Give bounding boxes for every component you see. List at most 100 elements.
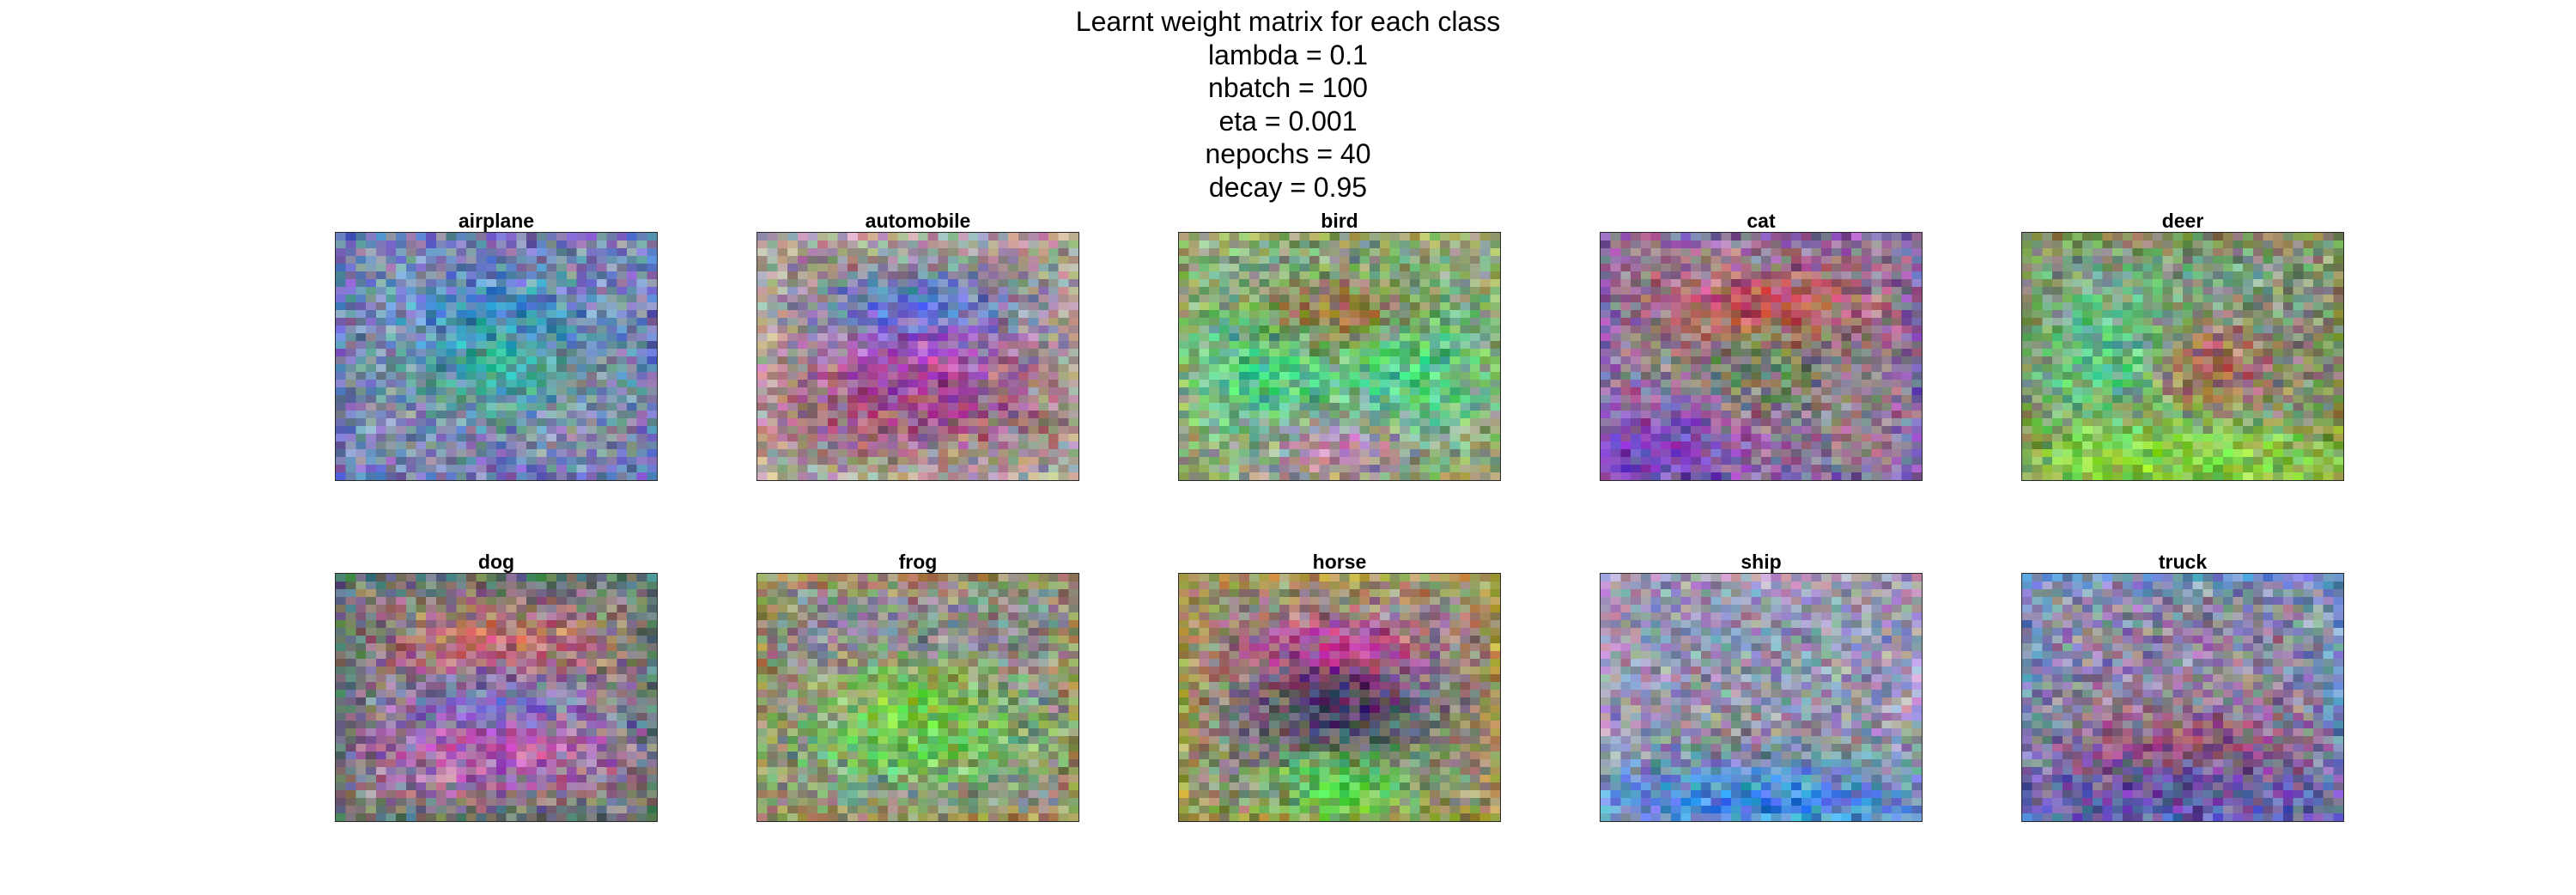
weight-pixel <box>476 333 487 342</box>
weight-pixel <box>2162 256 2173 265</box>
weight-pixel <box>1831 302 1842 311</box>
weight-pixel <box>1861 341 1872 350</box>
weight-pixel <box>2172 426 2184 435</box>
weight-pixel <box>1861 233 1872 241</box>
weight-pixel <box>2032 411 2043 419</box>
weight-pixel <box>857 372 868 381</box>
weight-pixel <box>897 403 908 411</box>
weight-pixel <box>2172 295 2184 303</box>
weight-pixel <box>1340 279 1350 288</box>
weight-pixel <box>1751 364 1762 373</box>
weight-pixel <box>2102 395 2113 404</box>
weight-pixel <box>2293 256 2304 265</box>
weight-pixel <box>1841 426 1852 435</box>
weight-pixel <box>1319 318 1330 326</box>
weight-pixel <box>1239 411 1250 419</box>
weight-pixel <box>1218 380 1230 388</box>
weight-pixel <box>1861 333 1872 342</box>
weight-pixel <box>2222 349 2233 357</box>
weight-pixel <box>1650 318 1662 326</box>
weight-pixel <box>1911 264 1922 272</box>
weight-pixel <box>1771 449 1782 458</box>
weight-pixel <box>1680 434 1692 442</box>
weight-pixel <box>918 318 928 326</box>
weight-pixel <box>1801 271 1812 280</box>
weight-pixel <box>2032 426 2043 435</box>
weight-pixel <box>1329 326 1340 334</box>
weight-pixel <box>1199 341 1210 350</box>
weight-pixel <box>1691 256 1702 265</box>
weight-pixel <box>1751 395 1762 404</box>
weight-pixel <box>2222 333 2233 342</box>
weight-pixel <box>1068 279 1078 288</box>
weight-pixel <box>1209 449 1219 458</box>
weight-pixel <box>2202 240 2214 249</box>
weight-pixel <box>416 326 427 334</box>
weight-pixel <box>938 333 949 342</box>
weight-pixel <box>2222 434 2233 442</box>
weight-pixel <box>2303 302 2314 311</box>
weight-pixel <box>1841 465 1852 473</box>
weight-pixel <box>2252 233 2263 241</box>
weight-pixel <box>878 380 889 388</box>
weight-pixel <box>1379 349 1390 357</box>
weight-pixel <box>2312 349 2324 357</box>
weight-pixel <box>1279 387 1290 396</box>
weight-pixel <box>506 449 517 458</box>
weight-pixel <box>1911 341 1922 350</box>
weight-pixel <box>586 295 598 303</box>
weight-pixel <box>375 372 386 381</box>
weight-pixel <box>848 248 859 257</box>
weight-pixel <box>2192 295 2203 303</box>
weight-pixel <box>1229 449 1240 458</box>
weight-pixel <box>1821 326 1832 334</box>
weight-pixel <box>1340 403 1350 411</box>
weight-pixel <box>817 310 829 319</box>
weight-pixel <box>1058 418 1069 427</box>
weight-pixel <box>2323 411 2334 419</box>
weight-pixel <box>606 426 617 435</box>
weight-pixel <box>1329 333 1340 342</box>
weight-pixel <box>1490 310 1500 319</box>
weight-pixel <box>918 426 928 435</box>
weight-pixel <box>1710 465 1722 473</box>
weight-pixel <box>2072 349 2083 357</box>
weight-pixel <box>1439 279 1450 288</box>
weight-pixel <box>516 310 527 319</box>
weight-pixel <box>2032 380 2043 388</box>
weight-pixel <box>446 395 457 404</box>
weight-pixel <box>2152 403 2163 411</box>
weight-pixel <box>1700 287 1711 295</box>
weight-pixel <box>556 279 568 288</box>
weight-pixel <box>2162 302 2173 311</box>
weight-pixel <box>1761 472 1771 480</box>
weight-pixel <box>596 349 607 357</box>
weight-pixel <box>1650 256 1662 265</box>
weight-pixel <box>636 449 647 458</box>
weight-pixel <box>927 279 939 288</box>
weight-pixel <box>1299 472 1310 480</box>
weight-pixel <box>1680 372 1692 381</box>
weight-pixel <box>617 233 628 241</box>
weight-pixel <box>576 240 587 249</box>
weight-pixel <box>1259 279 1270 288</box>
weight-pixel <box>777 403 788 411</box>
weight-pixel <box>1791 264 1801 272</box>
weight-pixel <box>2192 248 2203 257</box>
weight-pixel <box>2213 287 2223 295</box>
weight-pixel <box>2323 333 2334 342</box>
weight-pixel <box>878 248 889 257</box>
weight-pixel <box>1710 341 1722 350</box>
weight-pixel <box>636 295 647 303</box>
weight-pixel <box>1068 271 1078 280</box>
weight-pixel <box>1801 380 1812 388</box>
weight-pixel <box>647 380 657 388</box>
weight-pixel <box>1370 271 1380 280</box>
weight-pixel <box>1670 449 1681 458</box>
weight-pixel <box>1340 441 1350 450</box>
weight-pixel <box>2312 434 2324 442</box>
weight-pixel <box>1811 256 1822 265</box>
weight-pixel <box>1791 395 1801 404</box>
weight-pixel <box>1018 256 1029 265</box>
weight-pixel <box>1650 333 1662 342</box>
